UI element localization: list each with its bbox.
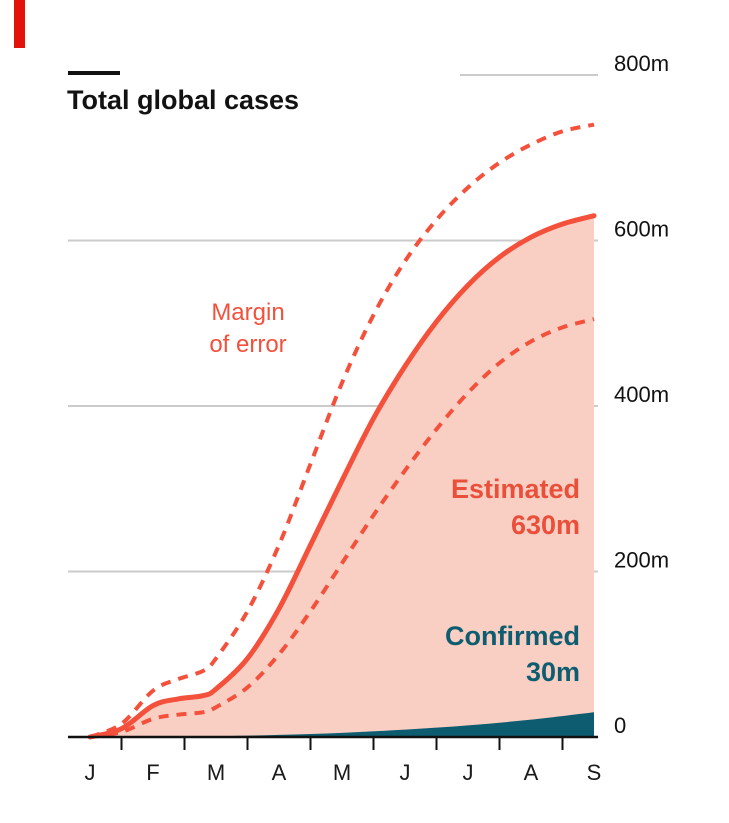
margin-of-error-line1: Margin (211, 299, 285, 326)
y-tick-label: 600m (614, 217, 669, 242)
x-tick-label: J (85, 760, 96, 785)
x-tick-label: S (587, 760, 602, 785)
brand-red-tab (14, 0, 25, 48)
confirmed-label-name: Confirmed (445, 621, 580, 651)
x-tick-label: F (146, 760, 159, 785)
estimated-line (87, 213, 597, 740)
margin-upper-line (89, 122, 595, 739)
estimated-area (90, 215, 594, 737)
chart-title: Total global cases (67, 85, 300, 115)
estimated-label-name: Estimated (450, 474, 580, 504)
x-tick-label: M (207, 760, 225, 785)
y-tick-label: 400m (614, 382, 669, 407)
x-tick-label: M (333, 760, 351, 785)
x-tick-label: A (524, 760, 539, 785)
margin-of-error-line2: of error (209, 331, 287, 358)
x-tick-label: A (272, 760, 287, 785)
confirmed-series-label: Confirmed 30m (445, 618, 580, 690)
y-tick-label: 200m (614, 548, 669, 573)
x-tick-label: J (400, 760, 411, 785)
title-dash (68, 71, 120, 75)
margin-of-error-label: Margin of error (168, 297, 328, 361)
estimated-label-value: 630m (510, 510, 580, 540)
y-tick-label: 800m (614, 51, 669, 76)
confirmed-label-value: 30m (525, 657, 580, 687)
confirmed-area (90, 712, 594, 737)
x-tick-label: J (463, 760, 474, 785)
y-tick-label: 0 (614, 713, 626, 738)
estimated-series-label: Estimated 630m (451, 471, 580, 543)
margin-lower-line (89, 317, 595, 739)
